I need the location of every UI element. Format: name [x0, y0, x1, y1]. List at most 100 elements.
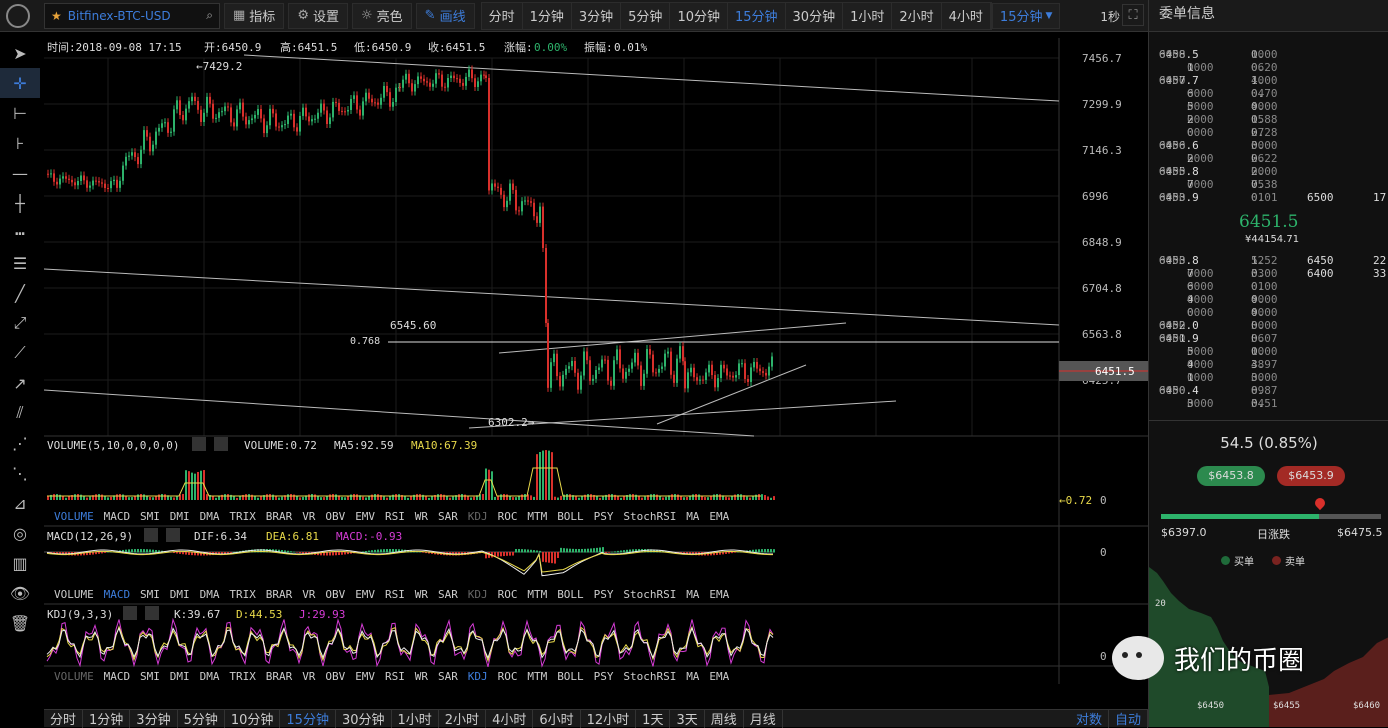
arrow-line-icon[interactable]: ↗ — [13, 373, 27, 393]
timeframe-8[interactable]: 2小时 — [892, 2, 942, 29]
fullscreen-icon[interactable]: ⛶ — [1122, 4, 1144, 26]
indicator-tab-macd[interactable]: MACD — [104, 670, 131, 683]
interval-label[interactable]: 1秒 — [1100, 9, 1120, 24]
orderbook-row[interactable]: 7 0000 0. 5300 6400 33 — [1187, 267, 1387, 280]
indicator-tab-psy[interactable]: PSY — [594, 588, 614, 601]
indicator-tab-macd[interactable]: MACD — [104, 588, 131, 601]
indicator-tab-volume[interactable]: VOLUME — [54, 510, 94, 523]
chart-area[interactable]: 时间:2018-09-08 17:15 开:6450.9 高:6451.5 低:… — [43, 38, 1148, 703]
orderbook-row[interactable]: 6455.8 0000 2. 0000 — [1159, 165, 1278, 178]
indicator-tab-vr[interactable]: VR — [302, 588, 316, 601]
fib-fan-icon[interactable]: ⋰ — [12, 433, 28, 453]
bottom-timeframe-12[interactable]: 1天 — [636, 709, 671, 728]
bottom-timeframe-7[interactable]: 1小时 — [392, 709, 439, 728]
indicator-tab-ema[interactable]: EMA — [709, 670, 729, 683]
indicator-tab-ema[interactable]: EMA — [709, 588, 729, 601]
indicator-tab-wr[interactable]: WR — [415, 670, 429, 683]
indicator-tab-rsi[interactable]: RSI — [385, 510, 405, 523]
indicator-tab-kdj[interactable]: KDJ — [468, 588, 488, 601]
orderbook-row[interactable]: 6 0000 0. 0470 — [1187, 87, 1278, 100]
cursor-arrow-icon[interactable]: ➤ — [13, 43, 27, 63]
volume-settings-icon[interactable] — [192, 437, 206, 451]
bottom-timeframe-13[interactable]: 3天 — [670, 709, 705, 728]
kdj-settings-icon[interactable] — [123, 606, 137, 620]
orderbook-row[interactable]: 5 0000 0. 1000 — [1187, 345, 1278, 358]
timeframe-9[interactable]: 4小时 — [942, 2, 991, 29]
indicator-tab-rsi[interactable]: RSI — [385, 588, 405, 601]
timeframe-2[interactable]: 3分钟 — [572, 2, 622, 29]
indicator-tab-sar[interactable]: SAR — [438, 510, 458, 523]
bottom-timeframe-8[interactable]: 2小时 — [439, 709, 487, 728]
symbol-selector[interactable]: ★ Bitfinex-BTC-USD ⌕ — [44, 2, 220, 29]
indicator-tab-obv[interactable]: OBV — [325, 588, 345, 601]
indicator-tab-obv[interactable]: OBV — [325, 670, 345, 683]
orderbook-row[interactable]: 6 0000 0. 0100 — [1187, 280, 1278, 293]
bottom-timeframe-14[interactable]: 周线 — [705, 709, 744, 728]
orderbook-row[interactable]: 4 0000 0. 4000 — [1187, 293, 1278, 306]
timeframe-4[interactable]: 10分钟 — [670, 2, 728, 29]
vertical-line-icon[interactable]: ┼ — [15, 193, 25, 213]
star-icon[interactable]: ★ — [51, 8, 62, 23]
macd-settings-icon[interactable] — [144, 528, 158, 542]
bottom-timeframe-0[interactable]: 分时 — [44, 709, 84, 728]
bottom-timeframe-1[interactable]: 1分钟 — [83, 709, 131, 728]
indicator-tab-boll[interactable]: BOLL — [557, 670, 584, 683]
indicator-tab-wr[interactable]: WR — [415, 588, 429, 601]
kdj-close-icon[interactable] — [145, 606, 159, 620]
indicator-tab-smi[interactable]: SMI — [140, 510, 160, 523]
orderbook-row[interactable]: 1 0000 0. 0620 — [1187, 61, 1278, 74]
indicator-tab-ma[interactable]: MA — [686, 670, 700, 683]
bottom-timeframe-10[interactable]: 6小时 — [533, 709, 581, 728]
bottom-timeframe-4[interactable]: 10分钟 — [225, 709, 281, 728]
bottom-timeframe-3[interactable]: 5分钟 — [178, 709, 225, 728]
indicator-tab-brar[interactable]: BRAR — [266, 510, 293, 523]
bottom-timeframe-2[interactable]: 3分钟 — [130, 709, 178, 728]
orderbook-row[interactable]: 6456.6 0000 0. 5000 — [1159, 139, 1278, 152]
settings-button[interactable]: ⚙ 设置 — [288, 2, 348, 29]
timeframe-0[interactable]: 分时 — [482, 2, 523, 29]
price-line-icon[interactable]: ┅ — [15, 223, 25, 243]
timeframe-3[interactable]: 5分钟 — [621, 2, 671, 29]
buy-button[interactable]: $6453.8 — [1197, 466, 1265, 486]
indicator-tab-obv[interactable]: OBV — [325, 510, 345, 523]
orderbook-row[interactable]: 6451.9 0000 0. 3607 — [1159, 332, 1278, 345]
bottom-timeframe-15[interactable]: 月线 — [744, 709, 783, 728]
indicator-tab-stochrsi[interactable]: StochRSI — [623, 670, 676, 683]
orderbook-row[interactable]: 4 0000 3. 4897 — [1187, 358, 1278, 371]
timeframe-7[interactable]: 1小时 — [843, 2, 893, 29]
trend-line-icon[interactable]: ╱ — [15, 283, 25, 303]
indicator-tab-roc[interactable]: ROC — [498, 588, 518, 601]
volume-close-icon[interactable] — [214, 437, 228, 451]
indicator-tab-sar[interactable]: SAR — [438, 670, 458, 683]
indicator-tab-emv[interactable]: EMV — [355, 510, 375, 523]
orderbook-row[interactable]: 6457.7 0000 1. 4000 — [1159, 74, 1278, 87]
fib-circle-icon[interactable]: ◎ — [13, 523, 27, 543]
orderbook-row[interactable]: 1 0000 3. 0000 — [1187, 371, 1278, 384]
timeframe-1[interactable]: 1分钟 — [523, 2, 572, 29]
timeframe-dropdown[interactable]: 15分钟 ▼ — [991, 2, 1061, 29]
horizontal-line-icon[interactable]: — — [12, 163, 28, 183]
indicator-tab-dma[interactable]: DMA — [200, 670, 220, 683]
orderbook-row[interactable]: 0 0000 0. 2728 — [1187, 126, 1278, 139]
chart-canvas[interactable]: 时间:2018-09-08 17:15 开:6450.9 高:6451.5 低:… — [43, 38, 1148, 703]
indicator-tab-smi[interactable]: SMI — [140, 588, 160, 601]
indicator-tab-sar[interactable]: SAR — [438, 588, 458, 601]
extended-line-icon[interactable]: ⟋ — [14, 343, 26, 362]
bottom-right-1[interactable]: 自动 — [1109, 709, 1148, 728]
orderbook-row[interactable]: 7 0000 0. 7538 — [1187, 178, 1278, 191]
indicator-tab-macd[interactable]: MACD — [104, 510, 131, 523]
indicator-tab-vr[interactable]: VR — [302, 510, 316, 523]
indicator-tab-dma[interactable]: DMA — [200, 510, 220, 523]
indicator-tab-dma[interactable]: DMA — [200, 588, 220, 601]
indicator-tab-stochrsi[interactable]: StochRSI — [623, 510, 676, 523]
orderbook-row[interactable]: 6452.0 0000 0. 3000 — [1159, 319, 1278, 332]
search-icon[interactable]: ⌕ — [206, 8, 213, 22]
indicator-tab-trix[interactable]: TRIX — [229, 670, 256, 683]
indicator-tab-boll[interactable]: BOLL — [557, 510, 584, 523]
trend-ray-icon[interactable]: ⤢ — [13, 313, 27, 332]
bottom-timeframe-5[interactable]: 15分钟 — [280, 709, 336, 728]
indicator-tab-trix[interactable]: TRIX — [229, 588, 256, 601]
parallel-lines-icon[interactable]: ☰ — [12, 253, 28, 273]
orderbook-row[interactable]: 6453.8 0000 1. 5252 6450 22 — [1159, 254, 1387, 267]
eye-icon[interactable]: 👁 — [9, 583, 31, 603]
